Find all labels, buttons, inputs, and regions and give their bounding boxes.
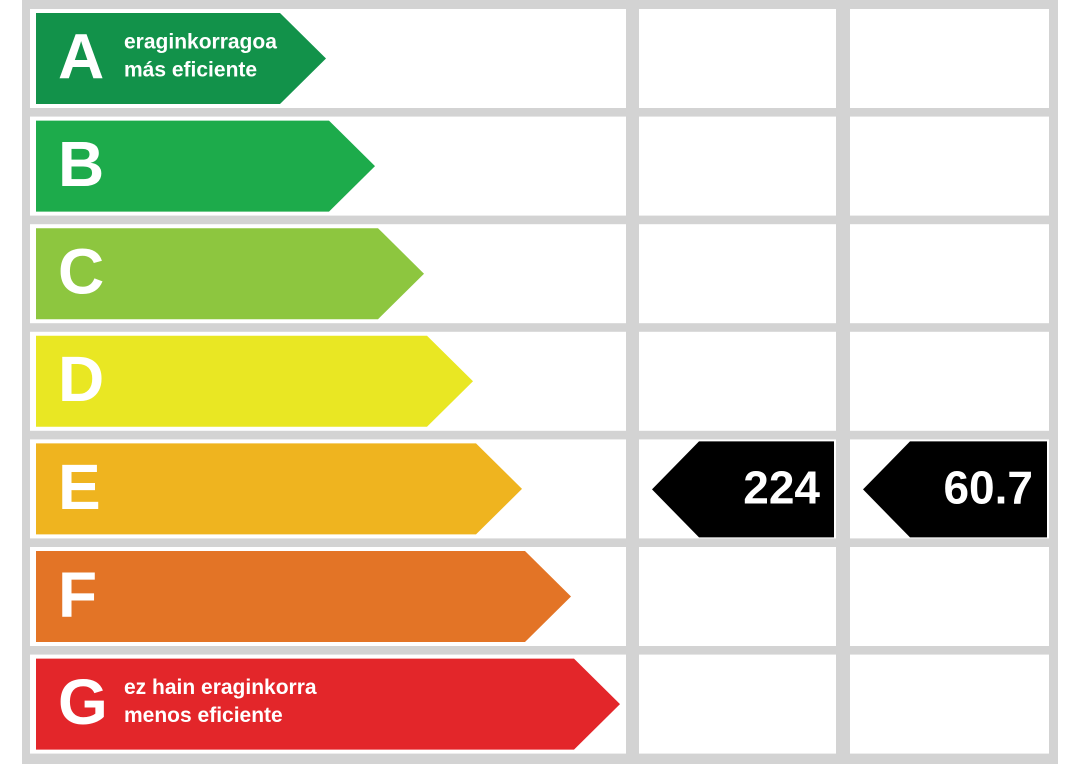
- cell: [639, 116, 836, 216]
- class-arrow: [36, 13, 326, 104]
- class-caption: eraginkorragoa: [124, 31, 277, 54]
- class-arrow: [36, 658, 620, 750]
- cell: [850, 654, 1049, 754]
- rating-value: 224: [743, 462, 820, 514]
- cell: [850, 224, 1049, 324]
- class-letter: B: [58, 128, 104, 200]
- class-arrow: [36, 443, 522, 535]
- class-arrow: [36, 551, 571, 642]
- class-letter: A: [58, 20, 104, 92]
- cell: [850, 116, 1049, 216]
- cell: [850, 331, 1049, 431]
- class-caption: ez hain eraginkorra: [124, 676, 317, 699]
- class-arrow: [36, 120, 375, 212]
- rating-arrow: [863, 441, 1047, 538]
- class-letter: G: [58, 666, 108, 738]
- cell: [639, 224, 836, 324]
- class-letter: F: [58, 558, 97, 630]
- class-arrow: [36, 228, 424, 320]
- class-arrow: [36, 335, 473, 427]
- cell: [639, 654, 836, 754]
- class-letter: C: [58, 236, 104, 308]
- class-caption: más eficiente: [124, 59, 257, 82]
- rating-arrow: [652, 441, 834, 538]
- class-caption: menos eficiente: [124, 704, 283, 727]
- cell: [639, 547, 836, 646]
- rating-value: 60.7: [943, 462, 1033, 514]
- class-letter: E: [58, 451, 101, 523]
- class-letter: D: [58, 343, 104, 415]
- cell: [639, 9, 836, 108]
- cell: [850, 547, 1049, 646]
- cell: [850, 9, 1049, 108]
- cell: [639, 331, 836, 431]
